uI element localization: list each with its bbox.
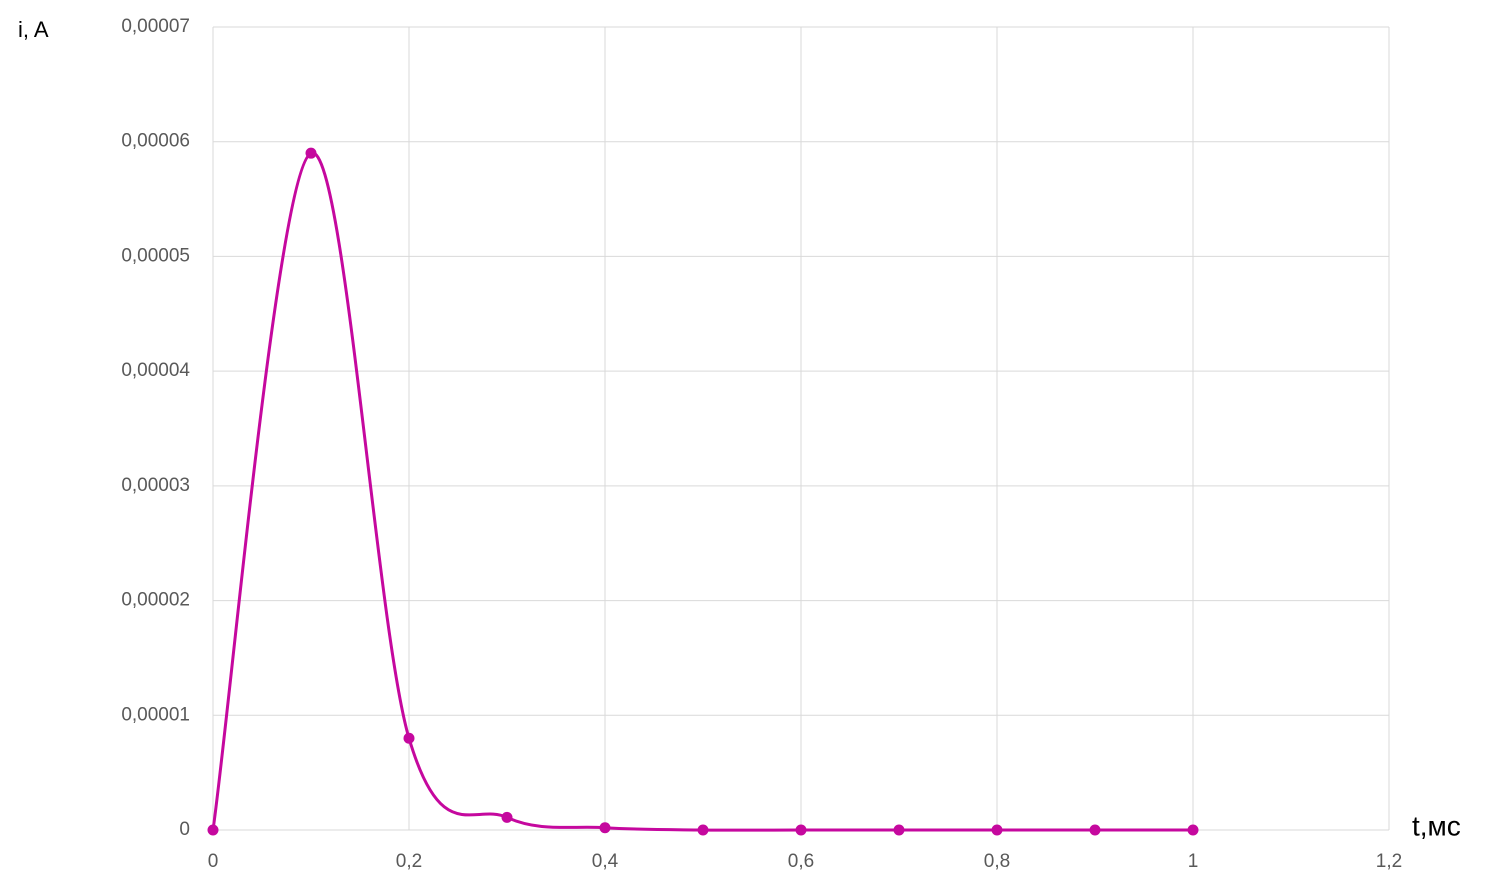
series-line	[211, 151, 1193, 832]
data-point	[403, 732, 415, 744]
data-point	[501, 811, 513, 823]
y-tick-label: 0,00007	[121, 16, 190, 37]
x-tick-label: 1,2	[1376, 851, 1402, 872]
data-point	[305, 147, 317, 159]
data-point	[207, 824, 219, 836]
data-point	[795, 824, 807, 836]
data-point	[599, 822, 611, 834]
y-axis-title: i, A	[18, 17, 49, 42]
x-tick-label: 0,4	[592, 851, 619, 872]
x-tick-label: 0,6	[788, 851, 814, 872]
y-tick-label: 0,00006	[121, 131, 190, 152]
y-tick-label: 0	[179, 819, 190, 840]
x-tick-label: 0,2	[396, 851, 422, 872]
data-point	[1089, 824, 1101, 836]
y-tick-label: 0,00005	[121, 245, 190, 266]
y-tick-label: 0,00002	[121, 590, 190, 611]
x-tick-label: 0,8	[984, 851, 1010, 872]
x-tick-label: 1	[1188, 851, 1199, 872]
x-axis-title: t,мс	[1412, 810, 1461, 841]
y-tick-label: 0,00004	[121, 360, 190, 381]
data-point	[991, 824, 1003, 836]
data-point	[697, 824, 709, 836]
y-tick-label: 0,00001	[121, 704, 190, 725]
data-point	[1187, 824, 1199, 836]
x-tick-label: 0	[208, 851, 219, 872]
y-tick-label: 0,00003	[121, 475, 190, 496]
data-point	[893, 824, 905, 836]
